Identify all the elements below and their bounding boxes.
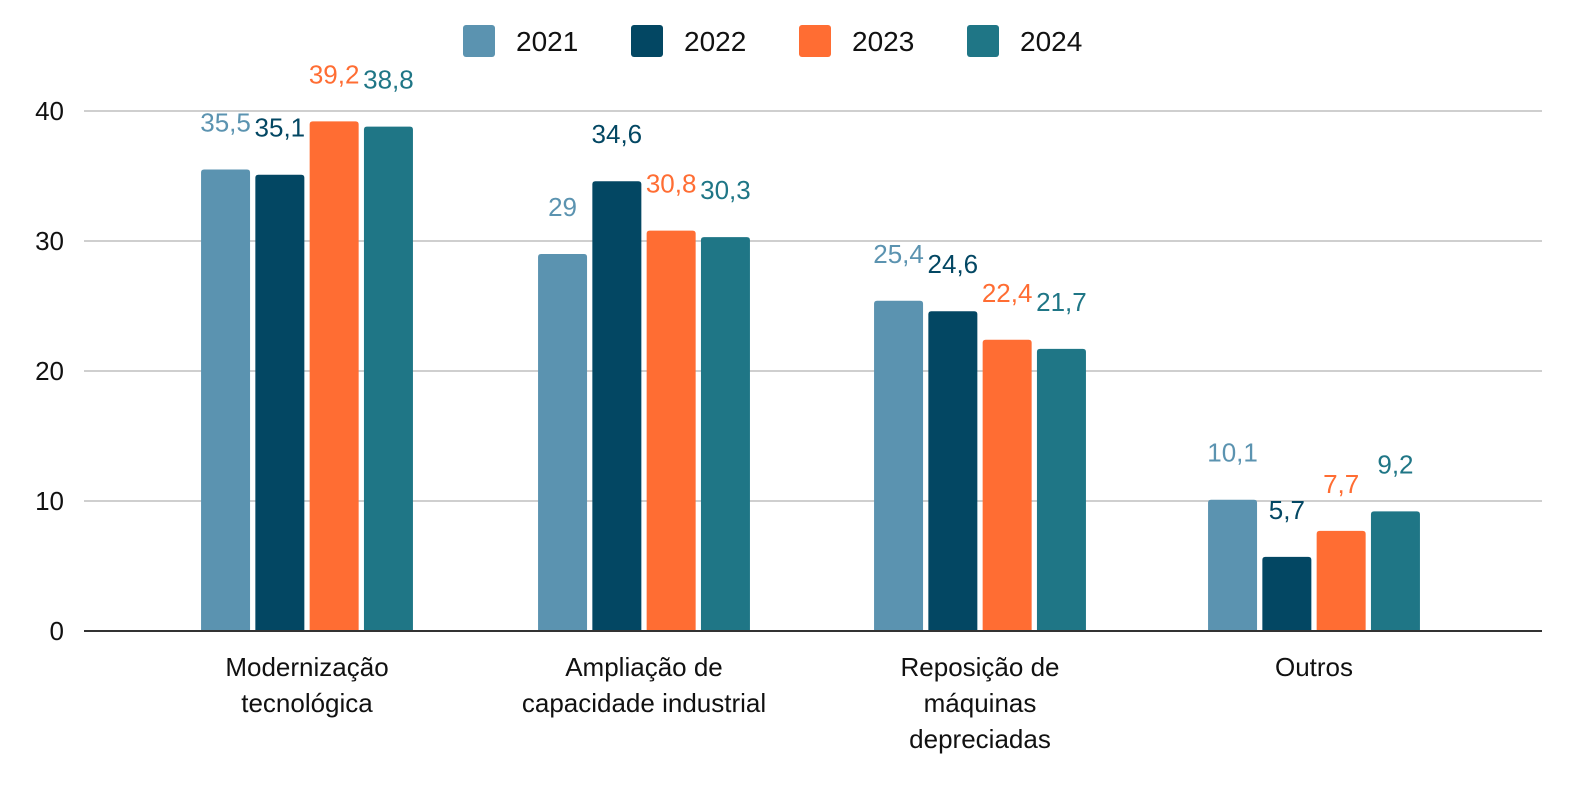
legend-label-2023: 2023: [852, 26, 914, 57]
data-label-2023-4: 7,7: [1323, 469, 1359, 499]
legend-swatch-2021: [463, 25, 495, 57]
data-label-2023-2: 30,8: [646, 169, 697, 199]
bar-2023-3: [982, 339, 1032, 631]
data-label-2021-2: 29: [548, 192, 577, 222]
data-label-2022-2: 34,6: [592, 119, 643, 149]
data-label-2021-1: 35,5: [200, 108, 251, 138]
bar-2021-3: [874, 300, 924, 631]
category-label: depreciadas: [909, 724, 1051, 754]
category-labels: Modernização tecnológica Ampliação de capac…: [225, 652, 1353, 754]
data-label-2023-3: 22,4: [982, 278, 1033, 308]
category-label: máquinas: [924, 688, 1037, 718]
bar-2024-3: [1036, 348, 1086, 631]
data-labels: 35,5 29 25,4 10,1 35,1 34,6 24,6 5,7 39,2 30,8 22,…: [200, 59, 1413, 525]
legend-swatch-2024: [967, 25, 999, 57]
y-tick-label: 10: [35, 486, 64, 516]
y-tick-label: 0: [50, 616, 64, 646]
data-label-2021-4: 10,1: [1207, 438, 1258, 468]
data-label-2022-4: 5,7: [1269, 495, 1305, 525]
data-label-2021-3: 25,4: [873, 239, 924, 269]
y-tick-label: 30: [35, 226, 64, 256]
bar-2021-4: [1208, 499, 1258, 631]
bar-2023-1: [309, 121, 359, 632]
legend-swatch-2022: [631, 25, 663, 57]
bar-2022-2: [592, 181, 642, 631]
legend-swatch-2023: [799, 25, 831, 57]
bar-2022-4: [1262, 556, 1312, 631]
category-label: Outros: [1275, 652, 1353, 682]
category-label: tecnológica: [241, 688, 373, 718]
category-label: Reposição de: [901, 652, 1060, 682]
data-label-2022-1: 35,1: [255, 113, 306, 143]
data-label-2023-1: 39,2: [309, 59, 360, 89]
legend: 2021 2022 2023 2024: [463, 25, 1082, 57]
y-axis-ticks: 0 10 20 30 40: [35, 96, 64, 646]
bar-2021-2: [538, 254, 588, 631]
data-label-2024-1: 38,8: [363, 65, 414, 95]
bar-2021-1: [201, 169, 251, 631]
bar-2022-1: [255, 174, 305, 631]
bar-2023-2: [646, 230, 696, 631]
bar-2024-2: [700, 237, 750, 631]
bars: [201, 121, 1420, 632]
data-label-2024-3: 21,7: [1036, 287, 1087, 317]
bar-2023-4: [1316, 530, 1366, 631]
category-label: Modernização: [225, 652, 388, 682]
category-label: capacidade industrial: [522, 688, 766, 718]
data-label-2022-3: 24,6: [928, 249, 979, 279]
category-label: Ampliação de: [565, 652, 723, 682]
bar-2024-4: [1370, 511, 1420, 631]
data-label-2024-4: 9,2: [1377, 449, 1413, 479]
y-tick-label: 20: [35, 356, 64, 386]
data-label-2024-2: 30,3: [700, 175, 751, 205]
bar-2022-3: [928, 311, 978, 631]
y-tick-label: 40: [35, 96, 64, 126]
legend-label-2022: 2022: [684, 26, 746, 57]
legend-label-2024: 2024: [1020, 26, 1082, 57]
bar-2024-1: [363, 126, 413, 631]
legend-label-2021: 2021: [516, 26, 578, 57]
